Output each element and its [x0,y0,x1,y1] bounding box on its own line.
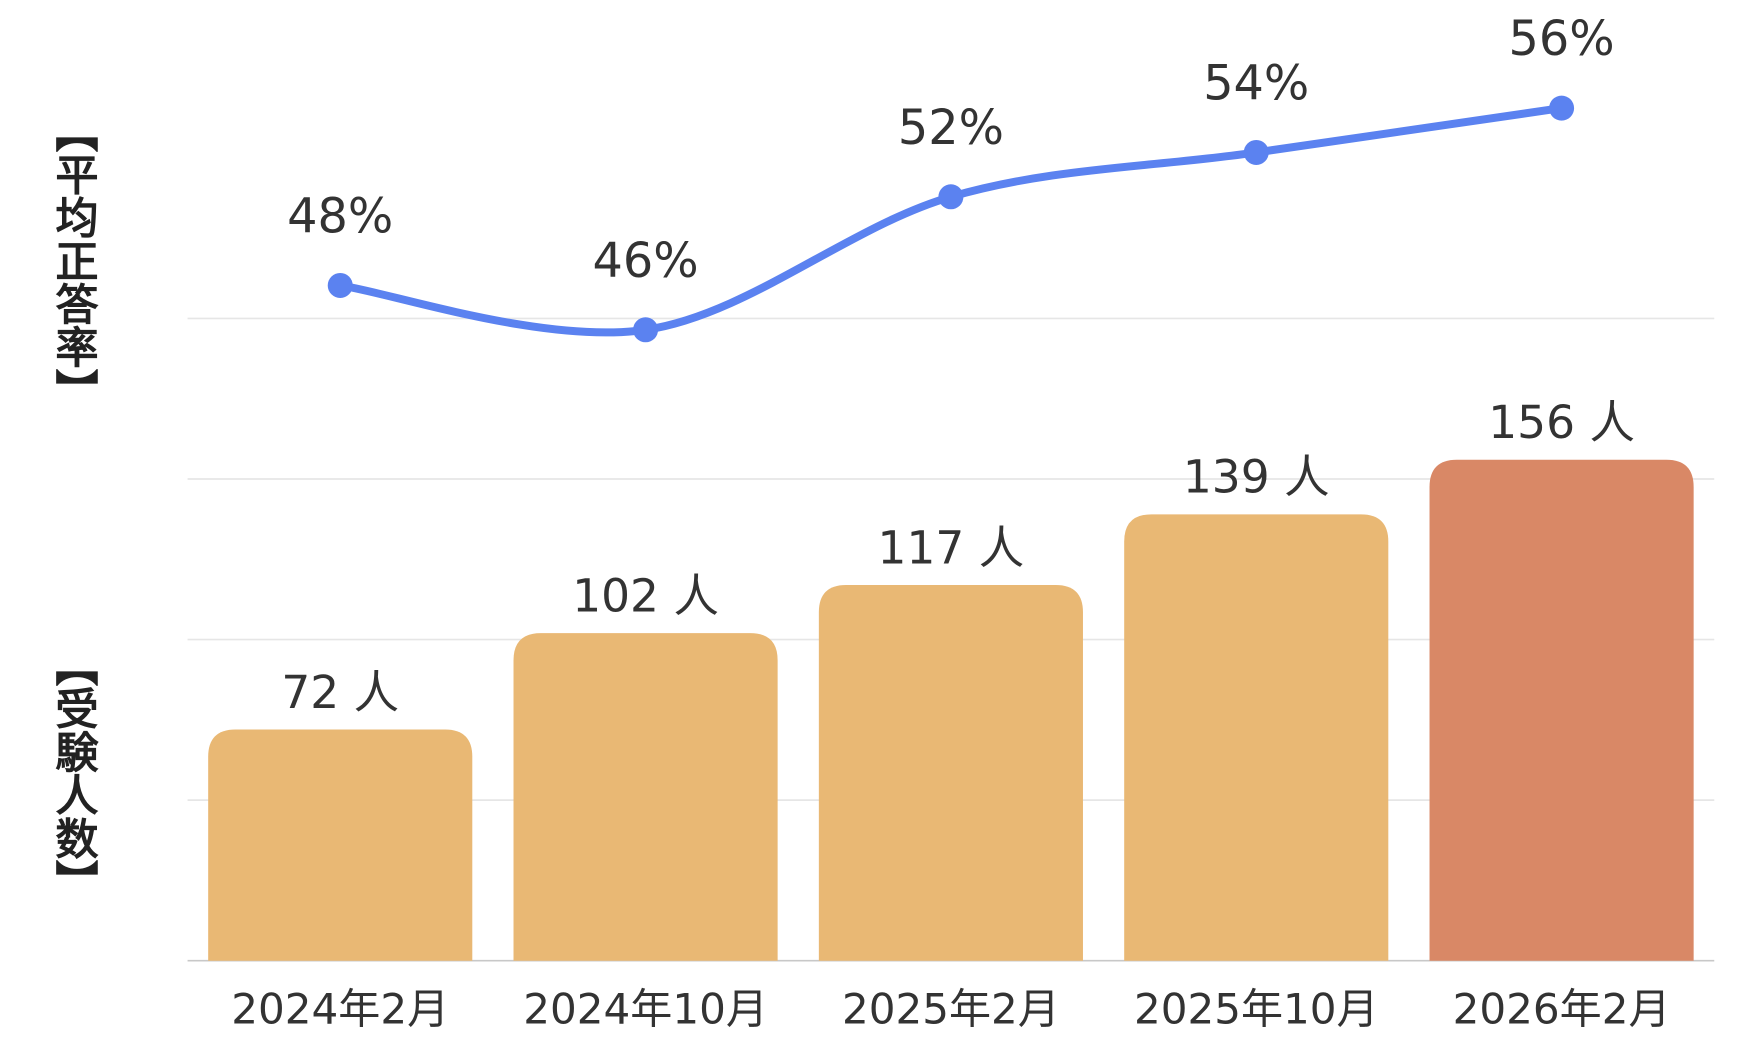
data-label: 52% [898,101,1004,156]
x-tick-label: 2026年2月 [1453,984,1671,1033]
y-axis-title: 【受験人数】 [48,644,99,903]
x-tick-label: 2025年10月 [1134,984,1379,1033]
line-point [1549,95,1575,121]
data-label: 56% [1509,12,1615,67]
data-label: 72 人 [281,666,399,719]
data-label: 46% [593,234,699,289]
x-tick-label: 2025年2月 [842,984,1060,1033]
line-point [327,272,353,298]
line-point [633,317,659,343]
line-point [938,184,964,210]
line-point [1243,139,1269,165]
bar [1124,514,1389,961]
bar [513,633,778,961]
x-tick-label: 2024年2月 [231,984,449,1033]
x-tick-label: 2024年10月 [523,984,768,1033]
data-label: 54% [1203,57,1309,112]
bar [818,584,1083,961]
data-label: 48% [287,190,393,245]
data-label: 156 人 [1488,396,1635,449]
data-label: 139 人 [1183,451,1330,504]
y2-axis-title: 【平均正答率】 [48,109,99,411]
data-label: 117 人 [878,521,1025,574]
bar [208,729,473,961]
data-label: 102 人 [572,570,719,623]
bar [1429,459,1694,961]
